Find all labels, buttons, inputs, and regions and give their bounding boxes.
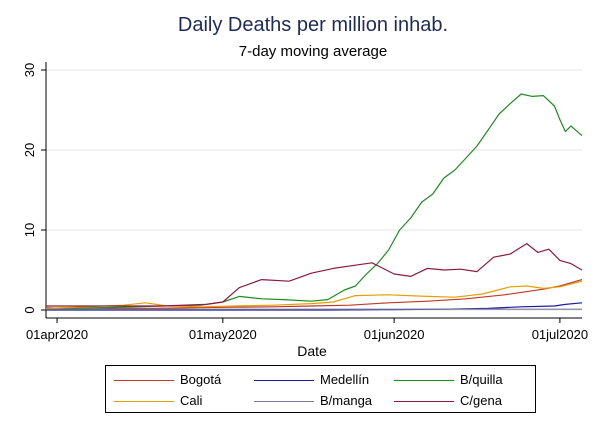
- legend-swatch: [254, 401, 314, 402]
- x-tick-label: 01may2020: [189, 327, 257, 342]
- series-lines: [45, 93, 583, 311]
- legend-label: Bogotá: [180, 372, 222, 387]
- series-line-3: [45, 93, 583, 309]
- legend-label: Cali: [180, 393, 203, 408]
- series-line-1: [45, 279, 583, 310]
- legend-swatch: [114, 401, 174, 402]
- grid-lines: [46, 69, 582, 311]
- x-tick-label: 01apr2020: [26, 327, 88, 342]
- legend-label: B/manga: [320, 393, 373, 408]
- legend-swatch: [114, 380, 174, 381]
- x-axis-label: Date: [297, 343, 327, 359]
- legend-swatch: [254, 380, 314, 381]
- legend-label: B/quilla: [460, 372, 503, 387]
- chart-subtitle: 7-day moving average: [238, 43, 388, 60]
- legend-label: Medellín: [320, 372, 370, 387]
- x-tick-label: 01jul2020: [532, 327, 588, 342]
- y-tick-label: 0: [22, 306, 37, 313]
- legend-swatch: [394, 401, 454, 402]
- series-line-4: [45, 280, 583, 309]
- y-tick-label: 10: [22, 223, 37, 237]
- y-tick-label: 30: [22, 63, 37, 77]
- axes: 0 10 20 30 01apr2020 01may2020 01jun2020 01jul2…: [22, 62, 588, 342]
- series-line-6: [46, 243, 583, 307]
- legend-swatch: [394, 380, 454, 381]
- chart-title: Daily Deaths per million inhab.: [177, 14, 449, 36]
- legend: Bogotá Medellín B/quilla Cali B/manga C/gena: [105, 365, 536, 413]
- x-tick-label: 01jun2020: [364, 327, 425, 342]
- y-tick-label: 20: [22, 143, 37, 157]
- legend-label: C/gena: [460, 393, 502, 408]
